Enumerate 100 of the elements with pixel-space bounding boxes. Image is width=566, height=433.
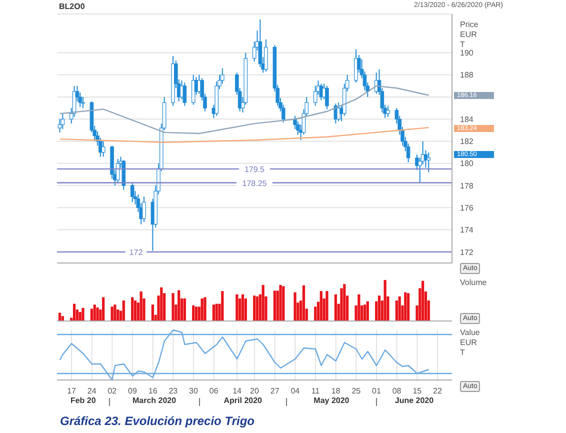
bar (238, 298, 242, 321)
y-tick-label: 184 (460, 114, 474, 124)
bar (422, 280, 424, 321)
bar (221, 291, 224, 321)
x-tick-label: 02 (108, 386, 118, 396)
bar (279, 284, 282, 321)
y-axis-title: Value EUR T (460, 328, 480, 358)
bar (334, 294, 337, 321)
x-tick-label: 09 (128, 386, 138, 396)
ref-line-label: 179.5 (244, 164, 266, 174)
bar (363, 304, 366, 321)
bar (302, 285, 306, 321)
candlestick (130, 182, 134, 203)
x-tick-label: 06 (209, 386, 219, 396)
y-tick-label: 174 (460, 226, 474, 235)
bar (151, 304, 154, 321)
y-axis-title: Volume (460, 278, 487, 288)
bar (183, 298, 186, 321)
bar (93, 304, 96, 321)
candlestick (264, 38, 268, 72)
candlestick (325, 85, 329, 110)
text: April 2020 (224, 396, 262, 405)
y-tick-label: 188 (460, 70, 474, 80)
candlestick (336, 102, 340, 122)
candlestick (191, 74, 196, 106)
bar (358, 294, 360, 321)
text: March 2020 (132, 396, 176, 405)
candlestick (142, 196, 146, 223)
x-tick-label: 16 (148, 386, 158, 396)
y-tick-label: 190 (460, 48, 474, 58)
text: BL2O0 (59, 2, 85, 11)
bar (160, 287, 163, 321)
candlestick (60, 113, 65, 130)
bar (343, 284, 346, 321)
y-tick-label: 182 (460, 137, 474, 146)
x-tick-label: 25 (352, 386, 362, 396)
ref-line-label: 172 (129, 248, 144, 257)
x-tick-label: 20 (250, 386, 260, 396)
bar (78, 312, 82, 321)
bar (172, 293, 174, 321)
x-tick-label: 27 (270, 386, 280, 396)
text: Feb 20 (70, 396, 96, 405)
bar (253, 296, 256, 321)
bar (320, 291, 322, 321)
line-series (59, 126, 430, 143)
y-tick-label: 172 (460, 248, 474, 257)
bar (178, 290, 180, 321)
bar (82, 308, 84, 321)
bar (398, 296, 401, 321)
bar (192, 305, 195, 321)
bar (200, 298, 204, 321)
x-tick-label: 23 (168, 386, 178, 396)
candlestick (101, 140, 106, 158)
bar (294, 292, 296, 321)
bar (326, 291, 328, 321)
x-tick-label: 22 (433, 386, 442, 396)
bar (395, 300, 398, 321)
x-tick-label: 17 (67, 386, 77, 396)
bar (404, 292, 407, 321)
x-tick-label: 04 (290, 386, 300, 396)
x-tick-label: 14 (232, 386, 242, 396)
y-tick-label: 176 (460, 204, 474, 213)
x-tick-label: 24 (87, 386, 97, 396)
bar (194, 306, 198, 321)
bar (241, 294, 244, 321)
bar (236, 294, 238, 321)
bar (140, 291, 142, 321)
y-tick-label: 178 (460, 181, 474, 190)
bar (340, 288, 343, 321)
text: May 2020 (314, 396, 350, 405)
bar (282, 286, 285, 321)
text: Gráfica 23. Evolución precio Trigo (60, 414, 255, 428)
bar (131, 297, 134, 321)
bar (122, 300, 125, 321)
x-tick-label: 01 (372, 386, 382, 396)
candlestick (426, 152, 431, 173)
bar (406, 293, 410, 321)
bar (378, 296, 381, 321)
bar (134, 300, 137, 321)
bar (96, 307, 99, 321)
bar (215, 304, 218, 321)
bar (204, 297, 206, 321)
text: June 2020 (394, 396, 434, 405)
bar (262, 284, 264, 321)
bar (114, 304, 116, 321)
ref-line-label: 178.25 (242, 178, 268, 188)
bar (102, 297, 105, 321)
candlestick (386, 105, 390, 118)
bar (90, 308, 94, 321)
bar (384, 280, 386, 321)
x-tick-label: 15 (412, 386, 422, 396)
bar (72, 304, 76, 321)
x-tick-label: 18 (331, 386, 341, 396)
y-axis-title: Price EUR T (460, 20, 478, 50)
candlestick (182, 82, 187, 106)
bar (244, 298, 247, 321)
bar (366, 301, 369, 321)
x-tick-label: 11 (311, 386, 320, 396)
x-tick-label: 30 (189, 386, 199, 396)
y-tick-label: 180 (460, 159, 474, 168)
